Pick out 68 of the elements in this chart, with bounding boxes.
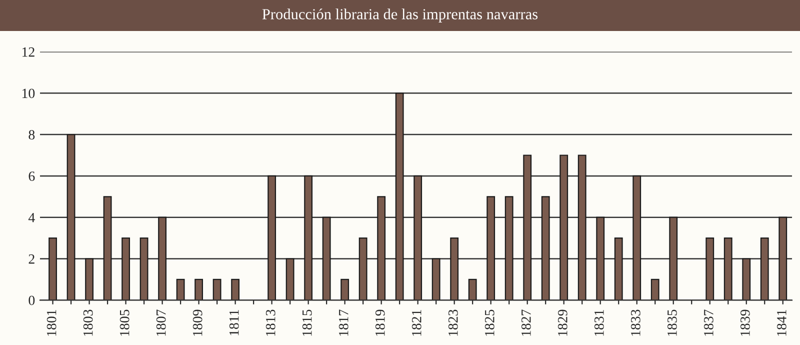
- bar: [596, 216, 605, 300]
- bar: [523, 154, 532, 300]
- bar: [541, 196, 550, 300]
- x-tick-label: 1841: [776, 310, 786, 336]
- y-tick-label: 10: [22, 88, 35, 98]
- y-tick-label: 2: [28, 254, 34, 264]
- x-tick-label: 1803: [83, 310, 93, 336]
- x-tick-label: 1801: [46, 310, 56, 336]
- bar: [176, 278, 185, 300]
- bar: [504, 196, 514, 300]
- x-tick-label: 1819: [375, 310, 385, 336]
- x-tick-label: 1807: [156, 310, 166, 336]
- bar: [194, 278, 203, 300]
- bar: [578, 154, 586, 300]
- bar: [724, 237, 732, 300]
- x-tick-label: 1837: [704, 310, 714, 336]
- bar: [395, 92, 404, 300]
- bar: [414, 175, 422, 300]
- bar: [632, 175, 642, 300]
- y-tick-label: 4: [28, 213, 35, 222]
- bar: [268, 175, 276, 300]
- x-tick-label: 1827: [521, 310, 531, 336]
- x-tick-label: 1813: [266, 310, 276, 336]
- bar: [304, 175, 313, 300]
- x-tick-label: 1811: [229, 310, 239, 336]
- bar: [122, 237, 130, 300]
- x-tick-label: 1821: [412, 310, 422, 336]
- y-tick-label: 8: [28, 130, 35, 140]
- bar: [212, 278, 222, 300]
- x-tick-label: 1805: [120, 310, 130, 336]
- bar: [742, 258, 751, 300]
- bar: [432, 258, 440, 300]
- bar: [450, 237, 459, 300]
- bar: [66, 134, 76, 300]
- x-tick-label: 1835: [667, 310, 677, 336]
- x-tick-label: 1825: [484, 310, 494, 336]
- x-tick-label: 1829: [558, 310, 568, 336]
- bar: [669, 216, 678, 300]
- bar: [358, 237, 368, 300]
- bar: [140, 237, 148, 300]
- bar: [778, 216, 788, 300]
- bar: [85, 258, 94, 300]
- bar: [322, 216, 331, 300]
- x-tick-label: 1839: [740, 310, 750, 336]
- bar: [468, 278, 477, 300]
- y-tick-label: 0: [28, 296, 35, 306]
- bar: [103, 196, 112, 300]
- bar: [706, 237, 714, 300]
- bar: [377, 196, 386, 300]
- bar: [614, 237, 623, 300]
- x-tick-label: 1833: [630, 310, 640, 336]
- x-tick-label: 1809: [192, 310, 202, 336]
- bar: [231, 278, 240, 300]
- x-tick-label: 1817: [338, 310, 348, 336]
- bar: [486, 196, 496, 300]
- bar: [48, 237, 57, 300]
- bar: [650, 278, 660, 300]
- chart-title: Producción libraria de las imprentas navarras: [262, 8, 538, 22]
- y-tick-label: 12: [22, 47, 34, 57]
- y-tick-label: 6: [28, 172, 35, 181]
- x-tick-label: 1815: [302, 310, 312, 336]
- bar: [340, 278, 350, 300]
- bar: [158, 216, 166, 300]
- bar: [760, 237, 769, 300]
- x-tick-label: 1823: [448, 310, 458, 336]
- x-tick-label: 1831: [594, 310, 604, 336]
- bar: [560, 154, 568, 300]
- bar: [286, 258, 294, 300]
